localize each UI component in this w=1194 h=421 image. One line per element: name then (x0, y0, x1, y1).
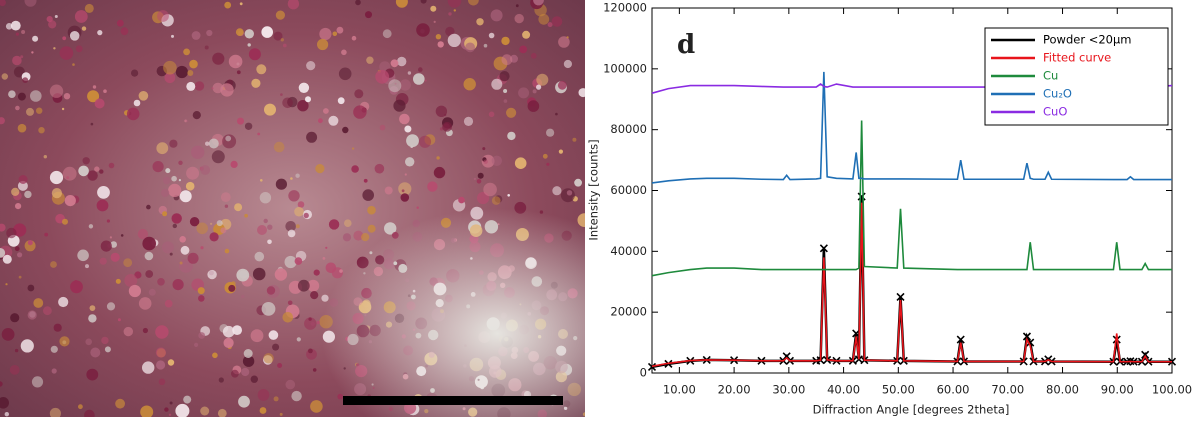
y-tick-label: 20000 (610, 305, 647, 319)
x-tick-label: 30.00 (772, 383, 805, 397)
panel-label: d (677, 30, 695, 60)
series-line (651, 202, 1172, 368)
legend-label: Cu₂O (1043, 87, 1072, 101)
y-tick-label: 40000 (610, 244, 647, 258)
series-line (651, 196, 1172, 369)
photo-haze (0, 0, 585, 417)
x-tick-label: 10.00 (663, 383, 696, 397)
x-tick-label: 90.00 (1101, 383, 1134, 397)
x-marker (857, 192, 866, 201)
x-marker (956, 335, 965, 344)
x-marker (647, 362, 657, 371)
x-tick-label: 60.00 (937, 383, 970, 397)
y-tick-label: 80000 (610, 122, 647, 136)
x-marker (852, 329, 861, 338)
scale-bar (343, 396, 563, 405)
y-tick-label: 100000 (603, 61, 647, 75)
x-axis-label: Diffraction Angle [degrees 2theta] (813, 403, 1010, 417)
legend-label: Powder <20μm (1043, 33, 1132, 47)
x-tick-label: 70.00 (991, 383, 1024, 397)
legend-label: Cu (1043, 69, 1058, 83)
x-marker (896, 292, 905, 302)
photo (0, 0, 585, 417)
y-tick-label: 0 (640, 366, 647, 380)
x-tick-label: 20.00 (718, 383, 751, 397)
y-tick-label: 60000 (610, 183, 647, 197)
x-marker (1022, 332, 1032, 341)
x-tick-label: 40.00 (827, 383, 860, 397)
x-marker (782, 352, 791, 361)
legend-label: Fitted curve (1043, 51, 1111, 65)
x-tick-label: 50.00 (882, 383, 915, 397)
y-axis-label: Intensity [counts] (587, 139, 601, 240)
x-marker (819, 244, 828, 253)
x-tick-label: 100.00 (1152, 383, 1192, 397)
y-tick-label: 120000 (603, 1, 647, 15)
series-line (651, 71, 1172, 184)
legend-label: CuO (1043, 105, 1067, 119)
x-tick-label: 80.00 (1046, 383, 1079, 397)
series-line (651, 120, 1172, 277)
